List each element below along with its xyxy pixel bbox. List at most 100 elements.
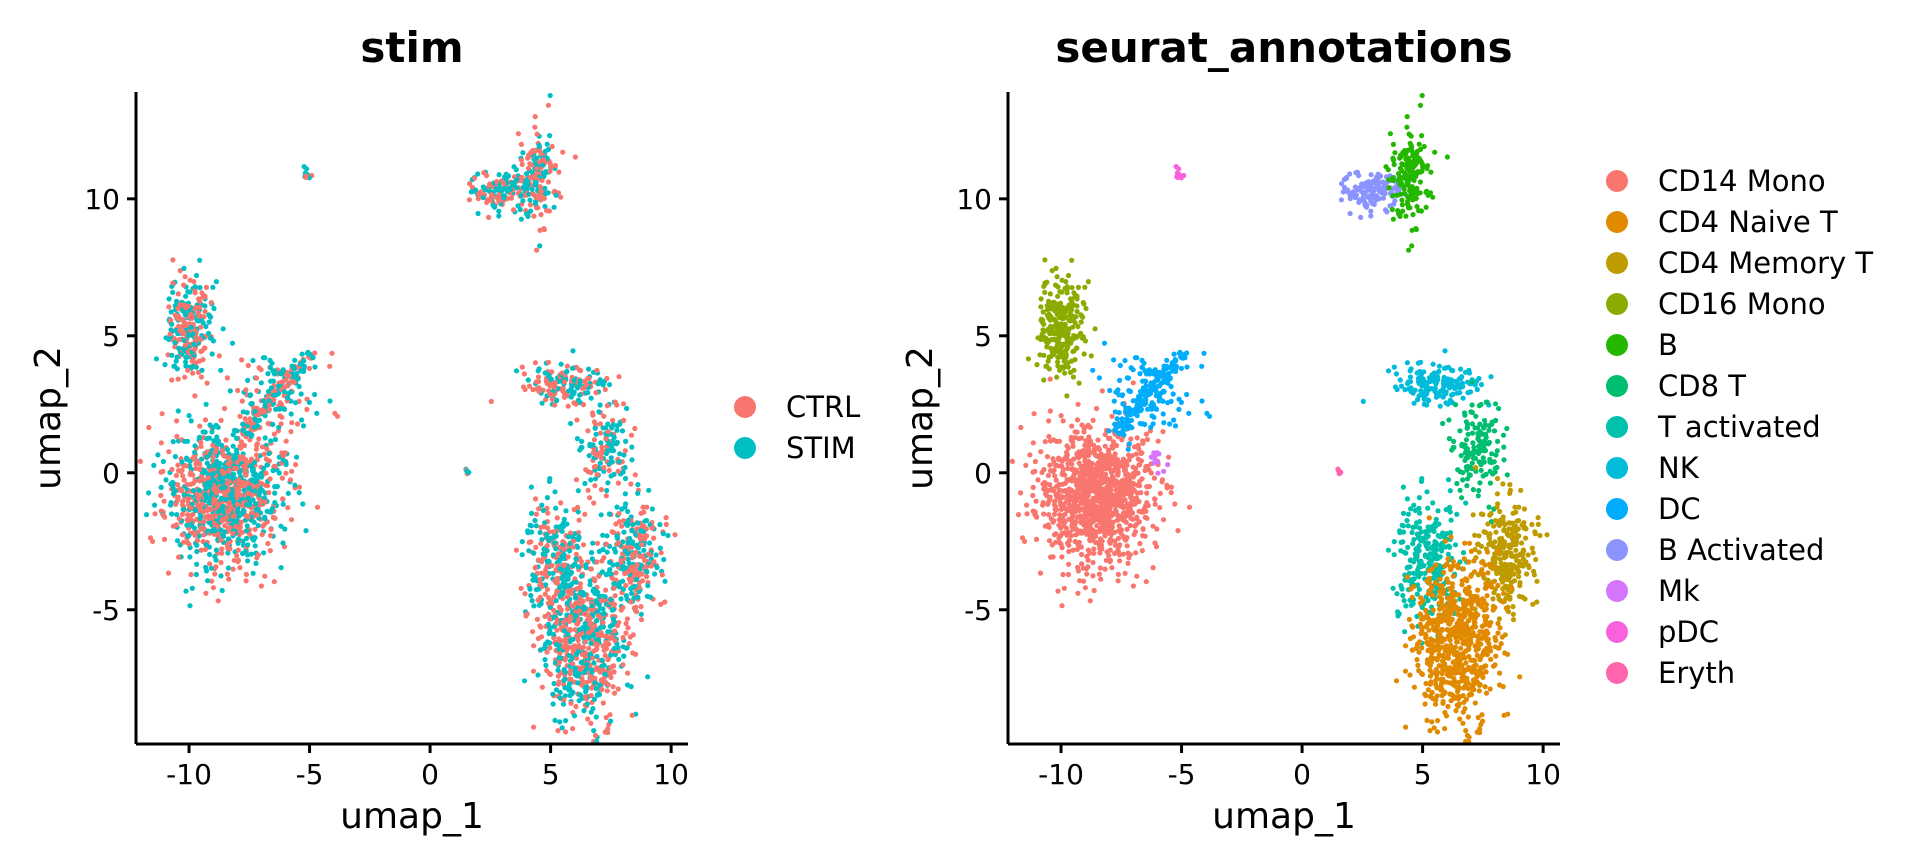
- data-point: [244, 410, 250, 416]
- data-point: [1091, 448, 1097, 454]
- data-point: [639, 571, 645, 577]
- scatter-points-annotations: [1009, 92, 1550, 745]
- data-point: [1157, 505, 1163, 511]
- data-point: [525, 182, 531, 188]
- data-point: [246, 431, 252, 437]
- data-point: [535, 374, 542, 380]
- data-point: [599, 569, 606, 575]
- data-point: [646, 551, 652, 557]
- data-point: [545, 510, 551, 516]
- y-tick-label: 5: [102, 320, 120, 353]
- data-point: [248, 420, 254, 426]
- data-point: [1144, 490, 1150, 496]
- data-point: [553, 642, 560, 648]
- data-point: [1080, 300, 1086, 306]
- data-point: [262, 499, 268, 505]
- data-point: [169, 511, 175, 517]
- data-point: [634, 544, 640, 550]
- data-point: [624, 405, 630, 412]
- data-point: [618, 557, 624, 563]
- legend-label: STIM: [786, 431, 856, 465]
- data-point: [197, 515, 203, 521]
- data-point: [1125, 446, 1131, 452]
- data-point: [615, 468, 621, 474]
- data-point: [604, 403, 611, 409]
- data-point: [1054, 438, 1060, 444]
- data-point: [248, 401, 254, 407]
- data-point: [197, 257, 203, 263]
- data-point: [216, 353, 222, 359]
- data-point: [575, 619, 581, 625]
- data-point: [582, 605, 588, 612]
- data-point: [184, 481, 190, 488]
- data-point: [642, 518, 648, 524]
- data-point: [632, 583, 638, 590]
- data-point: [545, 179, 552, 185]
- data-point: [241, 442, 248, 449]
- data-point: [616, 458, 622, 465]
- data-point: [284, 383, 290, 389]
- data-point: [1074, 303, 1080, 309]
- data-point: [151, 462, 157, 468]
- data-point: [238, 492, 244, 498]
- data-point: [578, 659, 584, 666]
- data-point: [197, 461, 203, 467]
- data-point: [526, 383, 533, 389]
- data-point: [193, 360, 199, 366]
- data-point: [182, 374, 188, 380]
- data-point: [604, 375, 610, 382]
- data-point: [566, 653, 572, 659]
- data-point: [191, 341, 197, 347]
- data-point: [203, 564, 209, 571]
- data-point: [555, 386, 561, 392]
- data-point: [562, 657, 568, 663]
- data-point: [211, 486, 217, 492]
- data-point: [573, 613, 579, 619]
- legend-swatch: [734, 396, 756, 418]
- data-point: [214, 458, 220, 464]
- data-point: [207, 561, 213, 567]
- data-point: [203, 401, 209, 407]
- data-point: [1124, 488, 1130, 494]
- data-point: [1134, 435, 1140, 441]
- data-point: [184, 517, 190, 523]
- data-point: [196, 487, 203, 493]
- data-point: [615, 644, 621, 651]
- data-point: [198, 374, 204, 380]
- data-point: [312, 364, 318, 370]
- data-point: [537, 184, 543, 190]
- data-point: [233, 523, 239, 530]
- data-point: [245, 552, 251, 558]
- data-point: [190, 480, 196, 486]
- data-point: [306, 399, 312, 405]
- data-point: [215, 424, 221, 430]
- data-point: [1107, 487, 1113, 493]
- data-point: [550, 631, 557, 637]
- data-point: [240, 538, 246, 544]
- data-point: [547, 476, 553, 482]
- data-point: [205, 578, 211, 584]
- data-point: [558, 194, 564, 200]
- data-point: [254, 483, 260, 489]
- data-point: [187, 603, 193, 609]
- data-point: [249, 510, 255, 516]
- data-point: [1048, 554, 1054, 560]
- data-point: [606, 511, 613, 517]
- data-point: [1124, 543, 1130, 549]
- data-point: [222, 484, 228, 491]
- data-point: [487, 183, 493, 189]
- data-point: [272, 490, 278, 496]
- data-point: [158, 484, 164, 490]
- data-point: [215, 598, 221, 604]
- data-point: [1124, 535, 1130, 541]
- data-point: [192, 284, 198, 290]
- data-point: [603, 450, 610, 457]
- data-point: [1056, 354, 1062, 360]
- data-point: [185, 289, 191, 295]
- data-point: [175, 291, 181, 297]
- data-point: [1091, 546, 1097, 552]
- data-point: [585, 487, 591, 493]
- data-point: [542, 657, 548, 663]
- data-point: [281, 389, 287, 395]
- data-point: [1067, 318, 1073, 324]
